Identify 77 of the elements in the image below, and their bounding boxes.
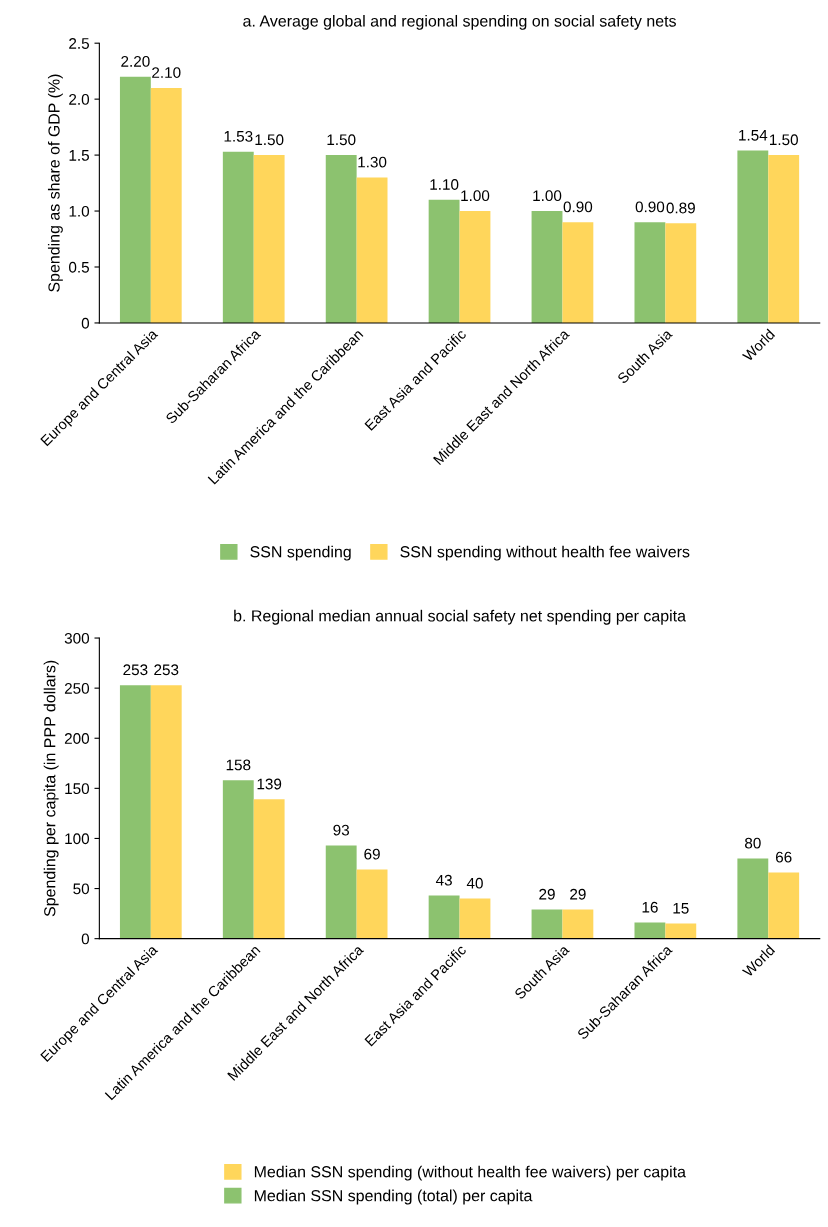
data-label: 2.10 — [152, 67, 181, 78]
y-tick-label: 250 — [64, 683, 90, 694]
bar — [768, 155, 800, 323]
bar — [222, 780, 254, 939]
y-tick-label: 150 — [65, 783, 90, 795]
data-label: 1.00 — [461, 190, 490, 202]
data-label: 1.54 — [739, 129, 768, 141]
y-tick-label: 50 — [73, 883, 90, 895]
bar — [428, 199, 460, 323]
legend-label: Median SSN spending (total) per capita — [254, 1189, 533, 1205]
y-tick-label: 300 — [64, 632, 90, 644]
bar — [253, 155, 285, 323]
y-tick-label: 0 — [81, 933, 90, 945]
y-tick-label: 0.5 — [69, 261, 89, 273]
data-label: 1.10 — [430, 179, 459, 190]
data-label: 93 — [333, 824, 350, 836]
bar — [768, 872, 800, 939]
bar — [737, 150, 769, 323]
bar — [356, 869, 388, 939]
data-label: 1.00 — [533, 190, 562, 202]
data-label: 2.20 — [121, 55, 150, 67]
bar — [222, 151, 254, 323]
bar — [428, 895, 460, 939]
bar — [531, 909, 563, 939]
data-label: 253 — [123, 664, 148, 676]
data-label: 66 — [775, 851, 792, 863]
legend-label: SSN spending without health fee waivers — [400, 545, 690, 561]
data-label: 80 — [745, 837, 761, 849]
y-tick-label: 1.5 — [69, 150, 89, 161]
y-tick-label: 200 — [64, 733, 90, 744]
bar — [531, 211, 563, 323]
data-label: 0.89 — [666, 202, 695, 214]
data-label: 40 — [466, 877, 483, 889]
bar — [150, 87, 182, 323]
y-axis-title: Spending as share of GDP (%) — [47, 74, 63, 292]
data-label: 29 — [539, 888, 555, 900]
bar — [253, 799, 285, 939]
bar — [634, 922, 666, 939]
data-label: 16 — [642, 901, 658, 913]
y-tick-label: 2.0 — [69, 94, 90, 105]
data-label: 15 — [673, 903, 689, 914]
bar — [119, 685, 151, 939]
bar — [665, 223, 697, 323]
bar — [119, 76, 151, 323]
data-label: 0.90 — [563, 201, 593, 213]
bar — [459, 898, 491, 939]
data-label: 1.53 — [224, 130, 253, 142]
y-axis-title: Spending per capita (in PPP dollars) — [43, 660, 59, 917]
data-label: 1.50 — [255, 134, 284, 146]
data-label: 69 — [364, 848, 380, 860]
bar — [325, 155, 357, 323]
bar — [325, 845, 357, 939]
bar — [634, 222, 666, 323]
data-label: 1.30 — [358, 156, 387, 168]
bar — [737, 858, 769, 939]
chart-title: a. Average global and regional spending on social safety nets — [243, 14, 676, 30]
y-tick-label: 2.5 — [69, 38, 89, 49]
data-label: 158 — [226, 759, 251, 771]
bar — [459, 211, 491, 323]
data-label: 0.90 — [635, 201, 665, 213]
bar — [665, 923, 697, 939]
bar — [150, 685, 182, 939]
data-label: 29 — [570, 888, 586, 900]
data-label: 139 — [257, 778, 282, 790]
bar — [356, 177, 388, 323]
data-label: 253 — [154, 664, 179, 676]
data-label: 43 — [435, 874, 452, 886]
y-tick-label: 0 — [81, 317, 90, 329]
legend-label: Median SSN spending (without health fee waivers) per capita — [254, 1165, 686, 1181]
data-label: 1.50 — [327, 134, 356, 146]
chart-title: b. Regional median annual social safety net spending per capita — [234, 609, 686, 625]
bar — [562, 222, 594, 323]
y-tick-label: 100 — [65, 833, 90, 845]
y-tick-label: 1.0 — [69, 205, 90, 217]
bar — [562, 909, 594, 939]
legend-label: SSN spending — [250, 545, 351, 561]
data-label: 1.50 — [770, 134, 798, 146]
